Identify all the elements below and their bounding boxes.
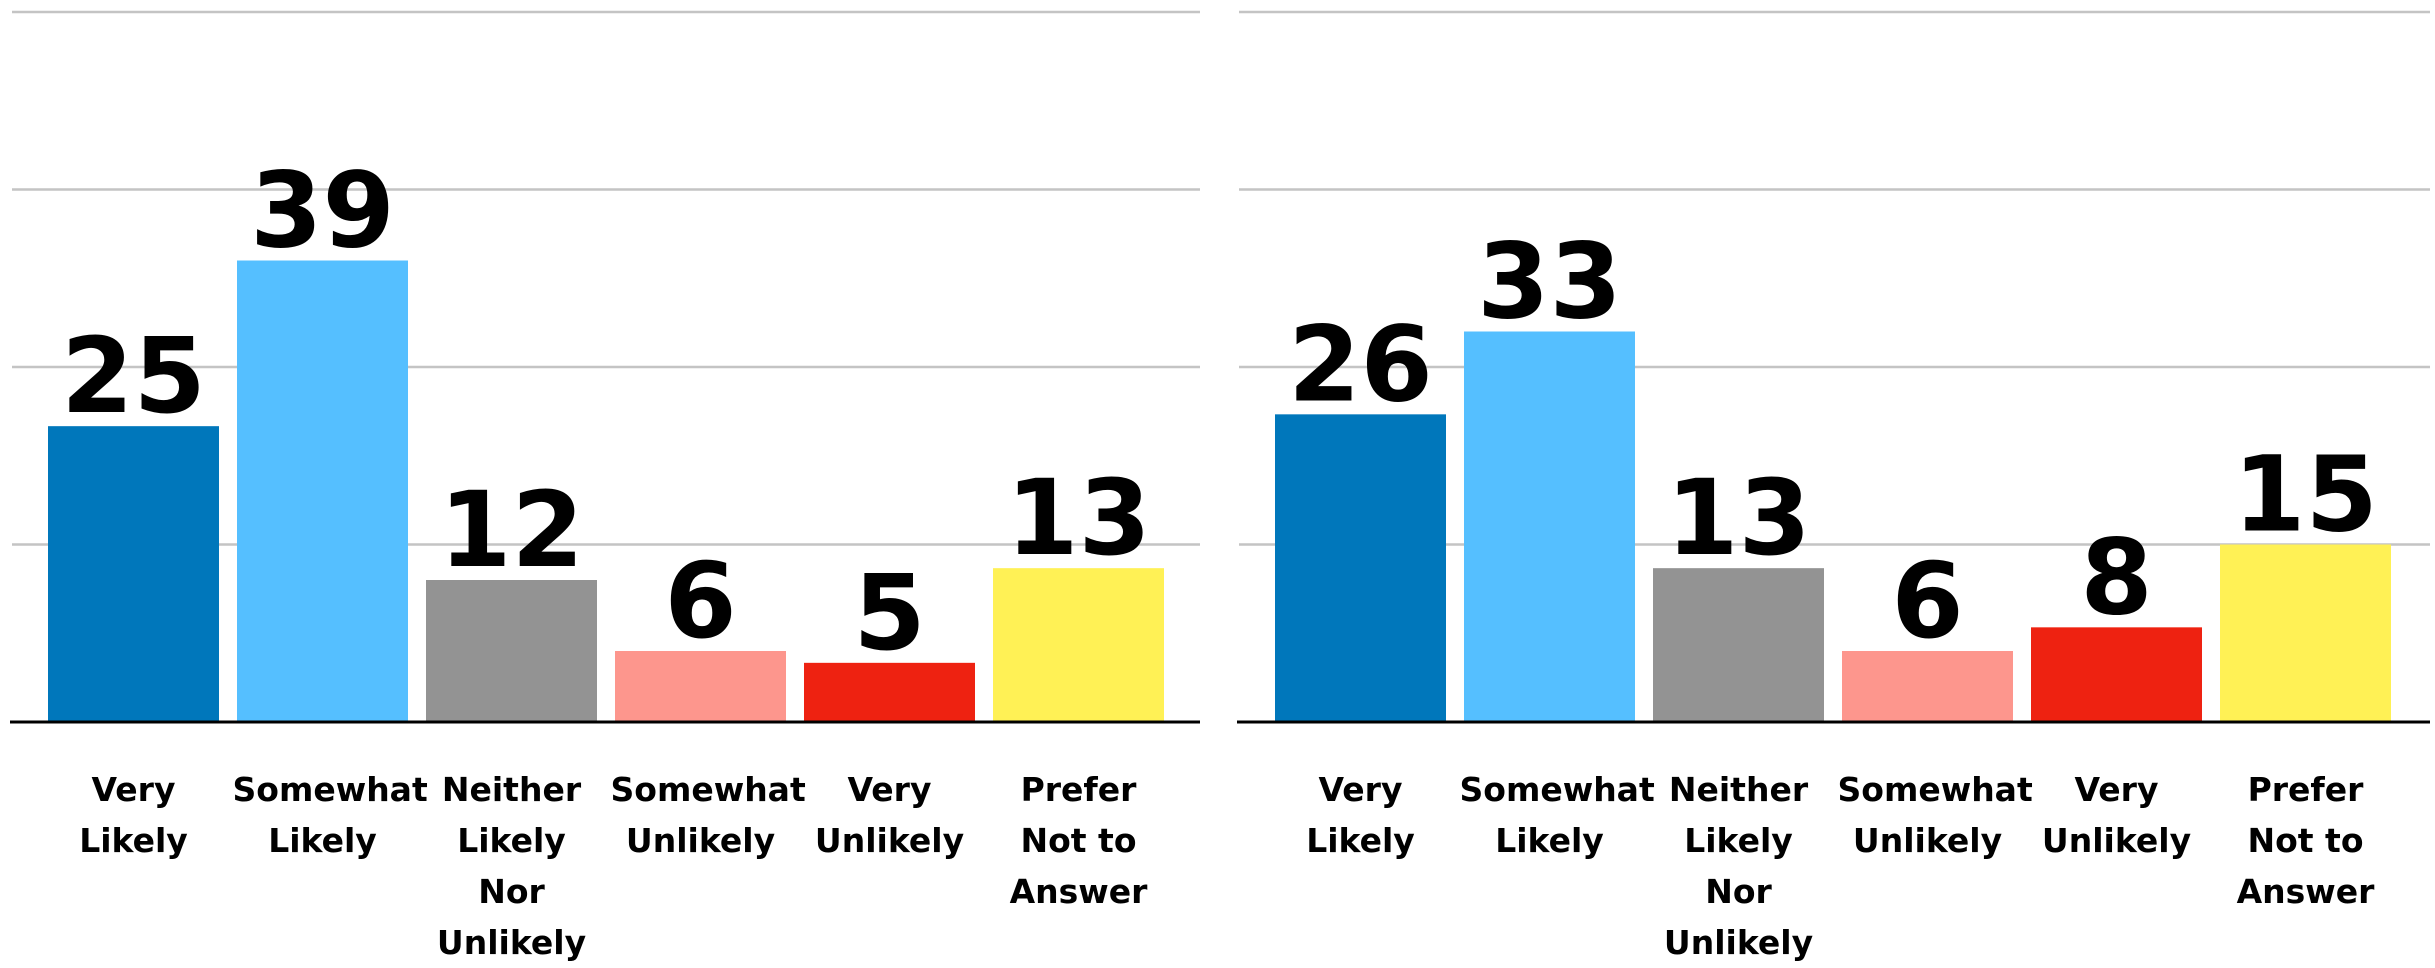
- value-label: 13: [1666, 457, 1811, 579]
- x-tick-label: Somewhat Likely: [1459, 770, 1655, 860]
- x-tick-label: Prefer Not to Answer: [2236, 770, 2375, 911]
- value-label: 15: [2233, 434, 2378, 556]
- value-label: 26: [1288, 303, 1433, 425]
- bar: [426, 580, 597, 722]
- x-tick-label: Very Unlikely: [2041, 770, 2192, 860]
- bar: [804, 662, 975, 722]
- bar: [1464, 331, 1635, 722]
- bar: [2031, 627, 2202, 722]
- value-label: 39: [250, 150, 395, 272]
- x-tick-label: Prefer Not to Answer: [1009, 770, 1148, 911]
- x-tick-label: Neither Likely Nor Unlikely: [436, 770, 587, 962]
- bar: [1653, 568, 1824, 722]
- x-tick-label: Somewhat Unlikely: [1837, 770, 2033, 860]
- bar: [615, 651, 786, 722]
- x-tick-label: Neither Likely Nor Unlikely: [1663, 770, 1814, 962]
- value-label: 25: [61, 315, 206, 437]
- x-tick-label: Very Unlikely: [814, 770, 965, 860]
- x-tick-label: Very Likely: [79, 770, 188, 860]
- value-label: 6: [1891, 540, 1963, 662]
- value-label: 13: [1006, 457, 1151, 579]
- value-label: 33: [1477, 221, 1622, 343]
- value-label: 5: [853, 552, 925, 674]
- value-label: 8: [2080, 516, 2152, 638]
- bar: [1842, 651, 2013, 722]
- x-tick-label: Somewhat Likely: [232, 770, 428, 860]
- bar: [48, 426, 219, 722]
- bar: [2220, 544, 2391, 722]
- x-tick-label: Very Likely: [1306, 770, 1415, 860]
- bar: [1275, 414, 1446, 722]
- x-tick-label: Somewhat Unlikely: [610, 770, 806, 860]
- value-label: 12: [439, 469, 584, 591]
- bar: [993, 568, 1164, 722]
- value-label: 6: [664, 540, 736, 662]
- bar: [237, 260, 408, 722]
